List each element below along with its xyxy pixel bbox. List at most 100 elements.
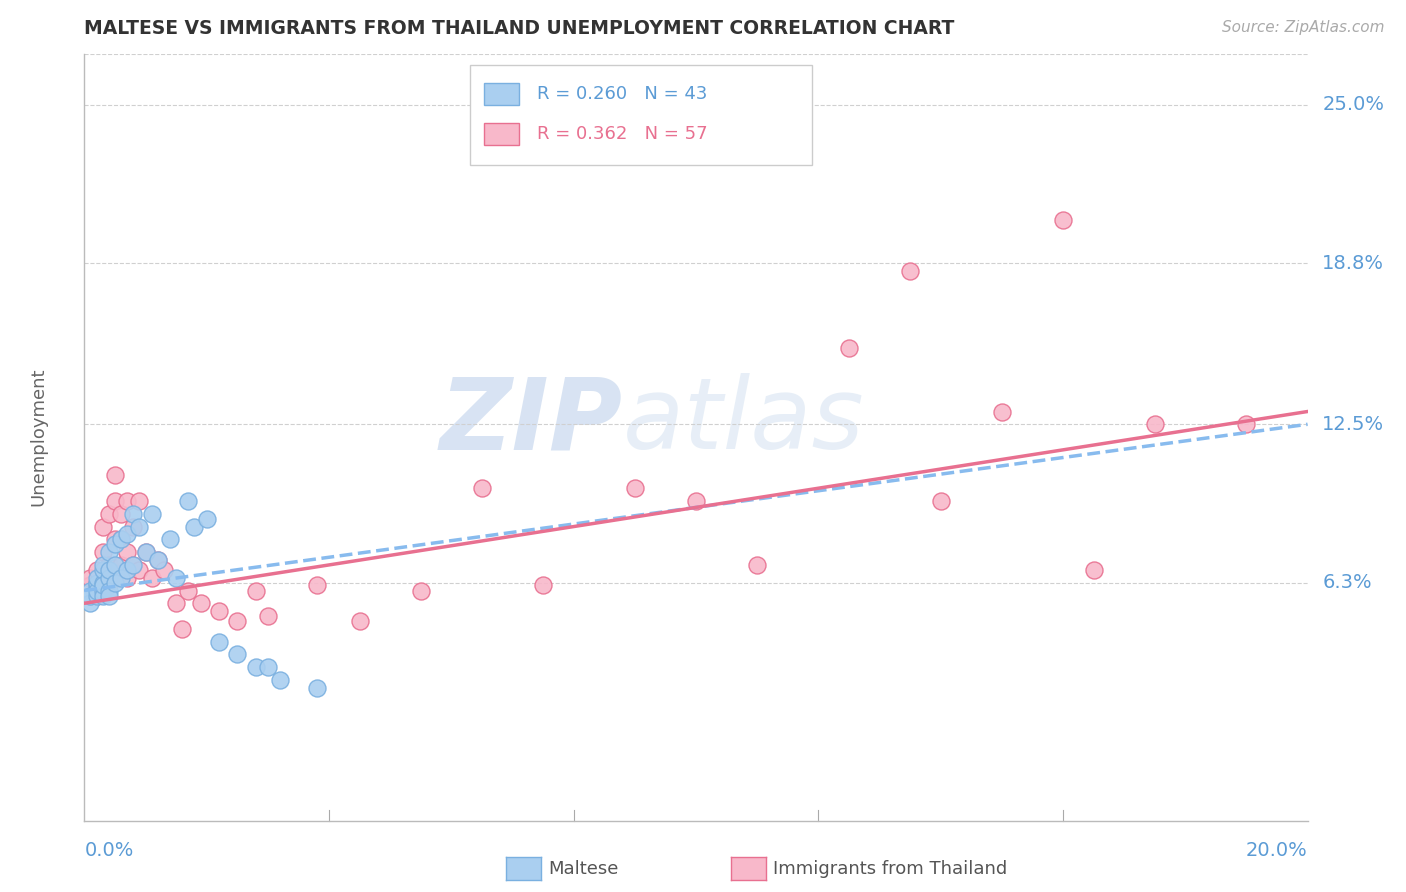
Point [122,519,145,533]
Point [257,609,280,624]
Point [97,563,120,577]
Point [747,558,769,572]
Point [97,507,120,521]
Point [79,589,101,603]
Point [1143,417,1166,432]
Point [208,634,231,648]
Point [91,578,114,592]
Point [86,589,108,603]
Point [91,589,114,603]
Point [91,571,114,585]
Point [104,571,127,585]
Point [471,481,494,495]
Point [226,648,249,662]
Point [91,583,114,598]
Point [91,583,114,598]
Point [115,545,138,559]
Point [177,494,200,508]
Point [135,545,157,559]
Point [141,507,163,521]
Point [128,563,150,577]
Point [86,578,108,592]
Point [110,558,132,572]
Point [245,583,267,598]
Text: R = 0.260   N = 43: R = 0.260 N = 43 [537,85,707,103]
Point [349,614,371,628]
Point [128,494,150,508]
Point [86,575,108,590]
Point [91,558,114,572]
Point [898,264,921,278]
Point [104,558,127,572]
Point [146,553,169,567]
Point [165,571,187,585]
Point [104,537,127,551]
Point [104,494,127,508]
Point [305,681,328,695]
Point [269,673,291,687]
Point [91,575,114,590]
Point [838,341,860,355]
Point [190,596,212,610]
Point [79,596,101,610]
Point [122,558,145,572]
Point [86,563,108,577]
Text: Unemployment: Unemployment [30,368,46,507]
Point [195,512,218,526]
Point [135,545,157,559]
Text: atlas: atlas [623,373,865,470]
Point [183,519,205,533]
Point [79,578,101,592]
Point [104,468,127,483]
Text: MALTESE VS IMMIGRANTS FROM THAILAND UNEMPLOYMENT CORRELATION CHART: MALTESE VS IMMIGRANTS FROM THAILAND UNEM… [84,19,955,38]
Text: 18.8%: 18.8% [1322,253,1385,273]
Point [991,404,1014,418]
Text: 12.5%: 12.5% [1322,415,1385,434]
Text: 20.0%: 20.0% [1246,841,1308,860]
Point [929,494,952,508]
Text: 0.0%: 0.0% [84,841,134,860]
Point [97,583,120,598]
Point [104,533,127,547]
Point [1083,563,1105,577]
Point [115,563,138,577]
Text: Immigrants from Thailand: Immigrants from Thailand [773,860,1008,878]
Point [86,583,108,598]
FancyBboxPatch shape [470,65,813,165]
Point [165,596,187,610]
Text: 25.0%: 25.0% [1322,95,1385,114]
Point [91,545,114,559]
Point [159,533,181,547]
Point [86,589,108,603]
Point [86,575,108,590]
Text: ZIP: ZIP [440,373,623,470]
Point [177,583,200,598]
FancyBboxPatch shape [484,123,519,145]
Point [79,583,101,598]
FancyBboxPatch shape [484,84,519,105]
Point [226,614,249,628]
Point [110,571,132,585]
Point [128,519,150,533]
Point [110,533,132,547]
Point [104,575,127,590]
Text: Maltese: Maltese [548,860,619,878]
Point [1236,417,1258,432]
Point [146,553,169,567]
Point [86,571,108,585]
Text: 6.3%: 6.3% [1322,574,1372,592]
Point [110,507,132,521]
Point [97,589,120,603]
Point [245,660,267,674]
Point [208,604,231,618]
Point [79,589,101,603]
Text: Source: ZipAtlas.com: Source: ZipAtlas.com [1222,20,1385,35]
Point [97,545,120,559]
Point [1052,212,1074,227]
Point [685,494,707,508]
Point [409,583,432,598]
Point [531,578,554,592]
Point [624,481,647,495]
Point [91,519,114,533]
Point [91,563,114,577]
